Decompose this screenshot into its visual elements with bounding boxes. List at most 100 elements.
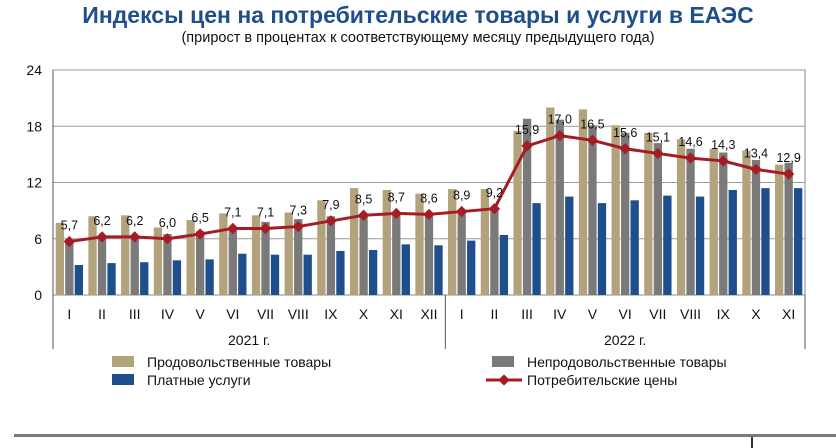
bar-2 bbox=[228, 226, 237, 295]
x-tick-label: IV bbox=[553, 306, 567, 322]
line-point bbox=[129, 231, 141, 243]
footer-tick bbox=[751, 437, 753, 448]
bar-3 bbox=[401, 244, 410, 295]
x-tick-label: IV bbox=[161, 306, 175, 322]
x-tick-label: V bbox=[588, 306, 598, 322]
data-label: 7,1 bbox=[257, 205, 274, 219]
data-label: 8,6 bbox=[420, 191, 437, 205]
legend-label: Платные услуги bbox=[147, 372, 251, 388]
legend-label: Продовольственные товары bbox=[147, 354, 331, 370]
bar-1 bbox=[611, 125, 620, 295]
x-tick-label: I bbox=[67, 306, 71, 322]
line-point bbox=[194, 228, 206, 240]
line-point bbox=[161, 233, 174, 245]
line-point bbox=[782, 168, 795, 180]
data-label: 14,6 bbox=[678, 135, 702, 149]
x-tick-label: II bbox=[98, 306, 106, 322]
x-tick-label: VIII bbox=[288, 306, 309, 322]
line-point bbox=[586, 134, 599, 146]
data-label: 7,1 bbox=[224, 205, 241, 219]
bar-3 bbox=[172, 260, 182, 295]
data-label: 7,9 bbox=[322, 198, 339, 212]
x-tick-label: I bbox=[460, 306, 464, 322]
line-point bbox=[717, 155, 729, 167]
bar-2 bbox=[392, 214, 401, 295]
bar-3 bbox=[794, 188, 803, 295]
group-label: 2022 г. bbox=[604, 332, 646, 348]
bar-1 bbox=[448, 189, 457, 295]
bar-2 bbox=[719, 152, 728, 295]
line-point bbox=[456, 205, 468, 218]
chart-subtitle: (прирост в процентах к соответствующему … bbox=[181, 30, 655, 46]
bar-1 bbox=[546, 107, 555, 295]
x-tick-label: VI bbox=[226, 306, 239, 322]
line-point bbox=[619, 143, 631, 155]
bar-2 bbox=[359, 214, 368, 295]
x-tick-label: V bbox=[195, 306, 205, 322]
bar-3 bbox=[140, 262, 149, 295]
x-tick-label: II bbox=[491, 306, 499, 322]
x-tick-label: VII bbox=[257, 306, 274, 322]
bar-3 bbox=[238, 253, 247, 295]
line-point bbox=[652, 147, 664, 160]
data-label: 6,2 bbox=[126, 214, 143, 228]
group-label: 2021 г. bbox=[228, 332, 270, 348]
bar-3 bbox=[695, 196, 705, 295]
bar-2 bbox=[457, 213, 466, 295]
line-point bbox=[521, 140, 533, 152]
bar-3 bbox=[728, 190, 737, 295]
bar-2 bbox=[653, 143, 663, 295]
legend-swatch bbox=[112, 374, 134, 385]
x-tick-label: VIII bbox=[680, 306, 701, 322]
bar-2 bbox=[261, 221, 270, 295]
bar-3 bbox=[303, 254, 312, 295]
data-label: 6,5 bbox=[191, 211, 208, 225]
data-label: 13,4 bbox=[744, 146, 768, 160]
data-label: 17,0 bbox=[548, 113, 572, 127]
bar-2 bbox=[490, 206, 499, 295]
bar-3 bbox=[532, 203, 541, 295]
line-point bbox=[423, 208, 435, 221]
data-label: 15,9 bbox=[515, 123, 539, 137]
bar-3 bbox=[565, 196, 574, 295]
data-label: 5,7 bbox=[61, 219, 78, 233]
bar-2 bbox=[195, 231, 205, 295]
bar-1 bbox=[775, 164, 784, 295]
bar-2 bbox=[522, 118, 532, 295]
bar-2 bbox=[294, 219, 303, 295]
bar-1 bbox=[317, 200, 326, 295]
data-label: 12,9 bbox=[776, 151, 800, 165]
x-tick-label: III bbox=[129, 306, 141, 322]
legend-label: Непродовольственные товары bbox=[527, 354, 727, 370]
bar-1 bbox=[578, 109, 588, 295]
bar-2 bbox=[97, 237, 107, 295]
bar-2 bbox=[751, 160, 761, 295]
bar-3 bbox=[630, 200, 639, 295]
line-point bbox=[554, 129, 566, 142]
legend-marker bbox=[498, 374, 510, 386]
bar-3 bbox=[336, 250, 345, 295]
bar-3 bbox=[467, 240, 476, 295]
x-tick-label: III bbox=[521, 306, 533, 322]
data-label: 8,9 bbox=[453, 189, 470, 203]
line-point bbox=[750, 163, 762, 176]
bar-1 bbox=[709, 148, 718, 295]
bar-1 bbox=[219, 213, 228, 295]
bar-2 bbox=[163, 234, 172, 295]
bar-2 bbox=[326, 216, 336, 295]
bar-2 bbox=[424, 214, 434, 295]
bar-3 bbox=[597, 203, 607, 295]
x-tick-label: VI bbox=[619, 306, 632, 322]
bar-3 bbox=[270, 254, 280, 295]
data-label: 15,1 bbox=[646, 130, 670, 144]
bar-1 bbox=[153, 227, 163, 295]
bar-1 bbox=[415, 193, 424, 295]
data-label: 6,0 bbox=[159, 216, 176, 230]
line-point bbox=[390, 207, 402, 220]
bar-1 bbox=[186, 220, 195, 295]
line-point bbox=[259, 222, 272, 235]
bar-1 bbox=[284, 212, 293, 295]
x-tick-label: IX bbox=[324, 306, 338, 322]
bar-1 bbox=[349, 188, 359, 295]
